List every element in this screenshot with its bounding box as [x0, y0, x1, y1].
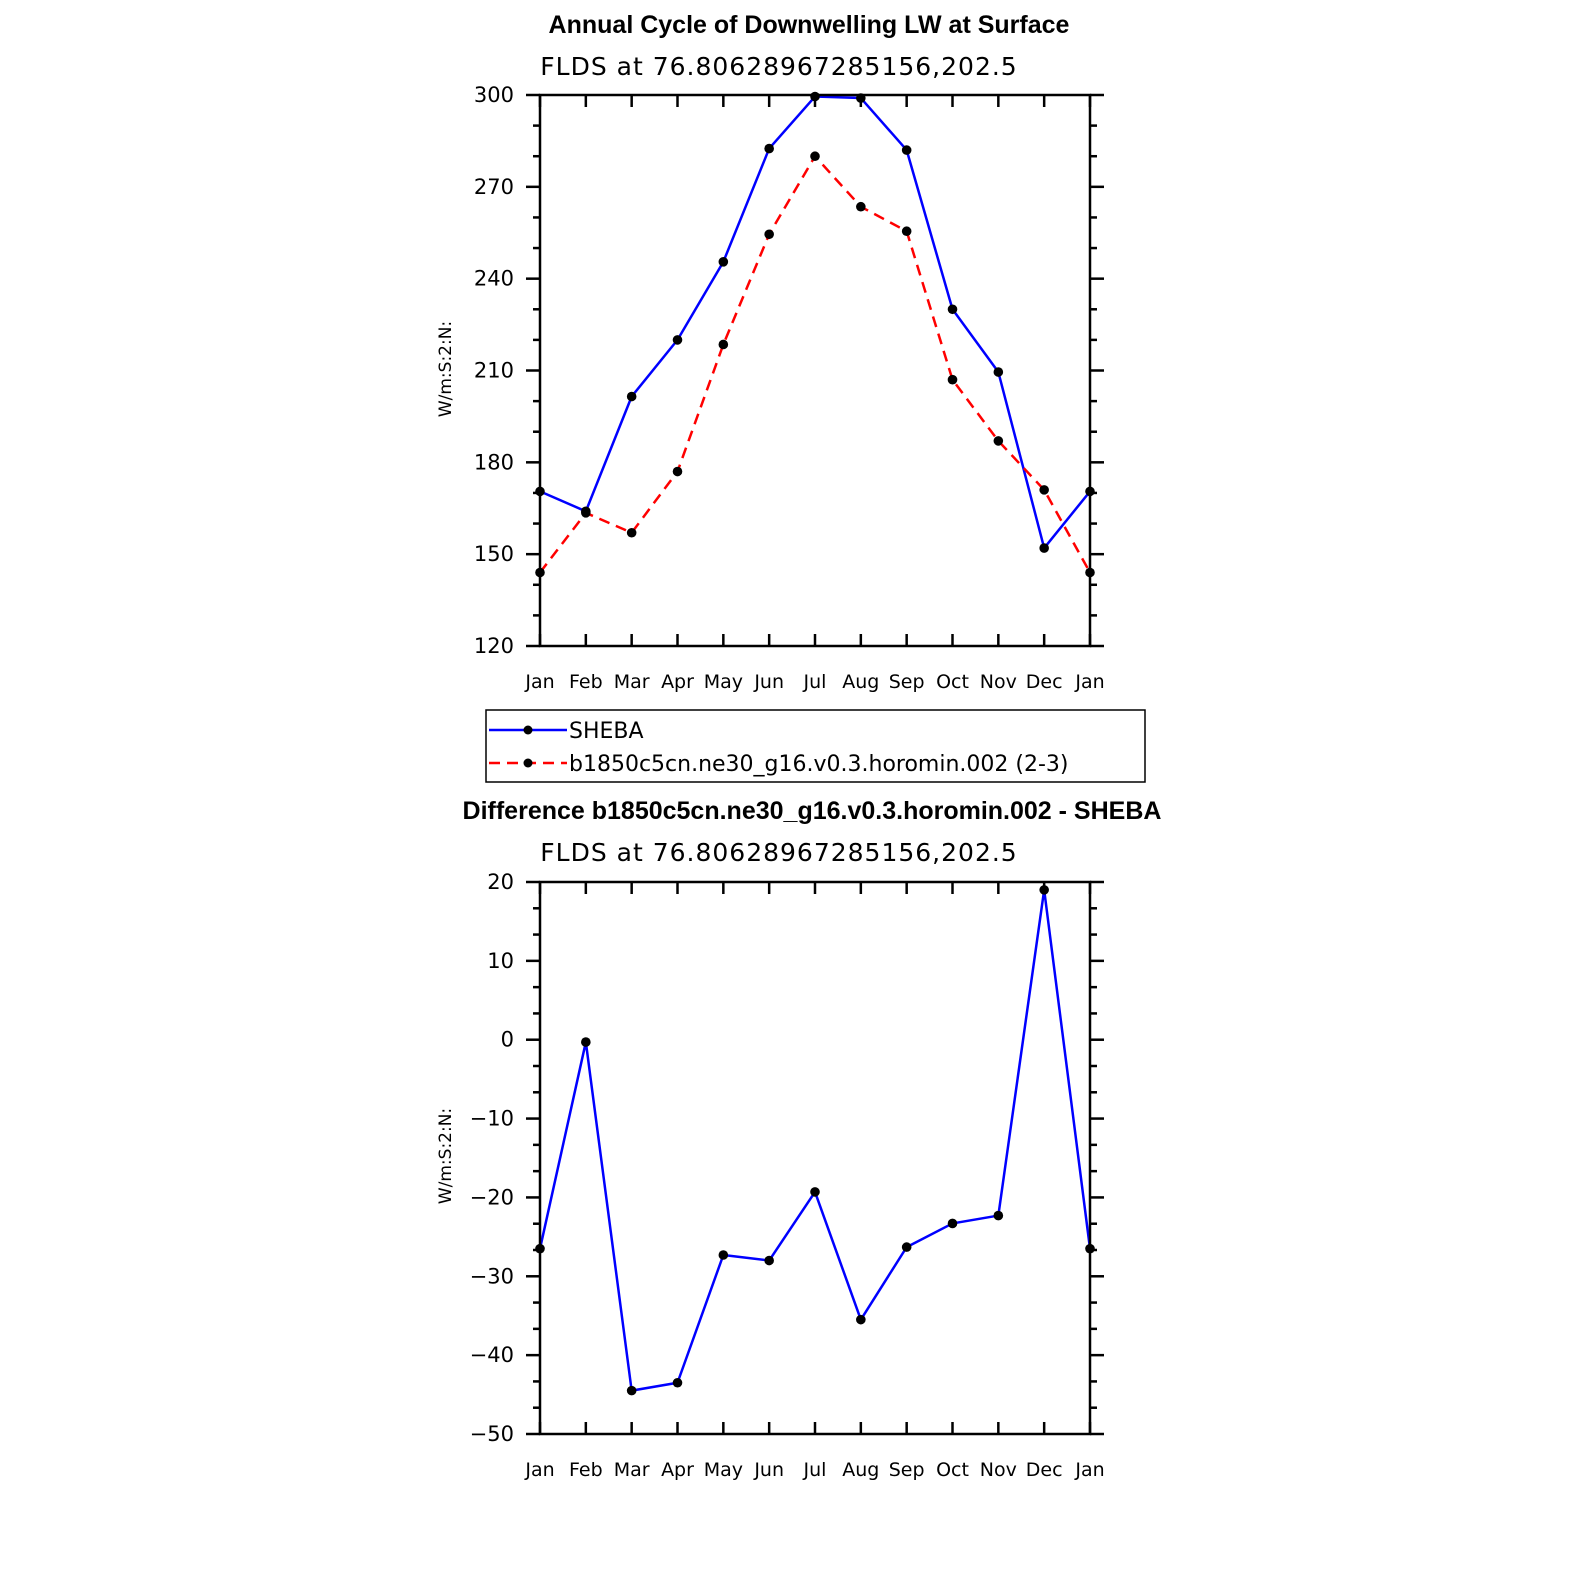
x-tick-label: Dec [1026, 1459, 1063, 1481]
data-point [901, 226, 912, 237]
legend-label-model: b1850c5cn.ne30_g16.v0.3.horomin.002 (2-3… [569, 752, 1069, 777]
y-tick-label: 0 [501, 1028, 514, 1052]
y-tick-label: 180 [474, 450, 514, 474]
chart-subtitle: FLDS at 76.80628967285156,202.5 [540, 838, 1017, 867]
axis-ticks: Jan Feb Mar Apr May Jun Jul Aug Sep Oct Nov Dec Jan 1… [474, 83, 1105, 693]
y-tick-label: 210 [474, 359, 514, 383]
x-tick-label: Jul [803, 671, 827, 693]
legend-marker-model [523, 758, 533, 768]
x-tick-label: Aug [842, 1459, 879, 1481]
x-tick-label: Jul [803, 1459, 827, 1481]
y-tick-label: 150 [474, 542, 514, 566]
x-tick-label: Dec [1026, 671, 1063, 693]
data-point [1039, 485, 1049, 495]
annual-cycle-chart: Annual Cycle of Downwelling LW at Surfac… [436, 11, 1105, 693]
data-point [672, 335, 683, 345]
y-axis-label: W/m:S:2:N: [436, 1108, 456, 1204]
x-tick-label: Feb [569, 671, 603, 693]
data-point [810, 91, 820, 102]
data-point [947, 1218, 958, 1229]
data-point [672, 1377, 683, 1388]
x-tick-label: Nov [980, 671, 1017, 693]
data-point [1039, 885, 1049, 895]
x-tick-label: Nov [980, 1459, 1017, 1481]
legend-marker-sheba [523, 725, 533, 735]
x-tick-label: Sep [889, 1459, 925, 1481]
data-point [626, 1385, 637, 1396]
y-tick-label: −30 [470, 1264, 514, 1288]
data-point [901, 145, 912, 155]
x-tick-label: May [704, 671, 743, 693]
data-point [626, 527, 637, 538]
legend-label-sheba: SHEBA [569, 719, 644, 744]
data-point [581, 1037, 591, 1047]
x-tick-label: Sep [889, 671, 925, 693]
y-tick-label: 10 [487, 949, 514, 973]
legend: SHEBA b1850c5cn.ne30_g16.v0.3.horomin.00… [485, 709, 1146, 783]
x-tick-label: Jun [753, 1459, 784, 1481]
x-tick-label: Oct [936, 1459, 969, 1481]
y-axis-label: W/m:S:2:N: [436, 321, 456, 417]
data-point [993, 1210, 1004, 1221]
data-point [672, 466, 683, 477]
axis-ticks: Jan Feb Mar Apr May Jun Jul Aug Sep Oct Nov Dec Jan−… [470, 870, 1105, 1481]
y-tick-label: −50 [470, 1422, 514, 1446]
x-tick-label: Mar [614, 671, 650, 693]
chart-title: Annual Cycle of Downwelling LW at Surfac… [549, 11, 1070, 39]
x-tick-label: Oct [936, 671, 969, 693]
x-tick-label: Jan [524, 1459, 554, 1481]
x-tick-label: Jan [1074, 1459, 1104, 1481]
data-point [718, 339, 729, 350]
x-tick-label: Jun [753, 671, 784, 693]
data-point [718, 257, 729, 267]
y-tick-label: 300 [474, 83, 514, 107]
y-tick-label: 120 [474, 634, 514, 658]
y-tick-label: −20 [470, 1185, 514, 1209]
data-point [764, 143, 774, 154]
y-tick-label: −40 [470, 1343, 514, 1367]
data-point [764, 1255, 774, 1266]
plot-frame [538, 880, 1092, 1436]
x-tick-label: Mar [614, 1459, 650, 1481]
data-point [947, 374, 958, 385]
series-line [539, 154, 1092, 574]
data-point [764, 229, 774, 240]
y-tick-label: 270 [474, 175, 514, 199]
chart-title: Difference b1850c5cn.ne30_g16.v0.3.horom… [463, 797, 1162, 825]
data-point [581, 508, 591, 518]
x-tick-label: Jan [524, 671, 554, 693]
x-tick-label: Feb [569, 1459, 603, 1481]
x-tick-label: Jan [1074, 671, 1104, 693]
data-point [856, 1314, 866, 1325]
data-point [718, 1250, 729, 1260]
chart-subtitle: FLDS at 76.80628967285156,202.5 [540, 52, 1017, 81]
x-tick-label: Apr [661, 1459, 694, 1481]
series-line [539, 95, 1091, 550]
y-tick-label: −10 [470, 1107, 514, 1131]
difference-chart: Difference b1850c5cn.ne30_g16.v0.3.horom… [436, 797, 1161, 1481]
series-group [535, 885, 1095, 1396]
series-group [535, 91, 1095, 578]
y-tick-label: 20 [487, 870, 514, 894]
data-point [810, 151, 820, 162]
data-point [993, 436, 1004, 446]
data-point [993, 367, 1004, 377]
data-point [947, 304, 958, 315]
x-tick-label: Aug [842, 671, 879, 693]
data-point [856, 201, 866, 212]
data-point [901, 1242, 912, 1252]
series-line [538, 888, 1092, 1392]
x-tick-label: Apr [661, 671, 694, 693]
data-point [626, 391, 637, 402]
x-tick-label: May [704, 1459, 743, 1481]
data-point [810, 1187, 820, 1197]
data-point [1039, 543, 1049, 553]
legend-box [485, 709, 1146, 783]
plot-frame [538, 93, 1092, 648]
y-tick-label: 240 [474, 267, 514, 291]
